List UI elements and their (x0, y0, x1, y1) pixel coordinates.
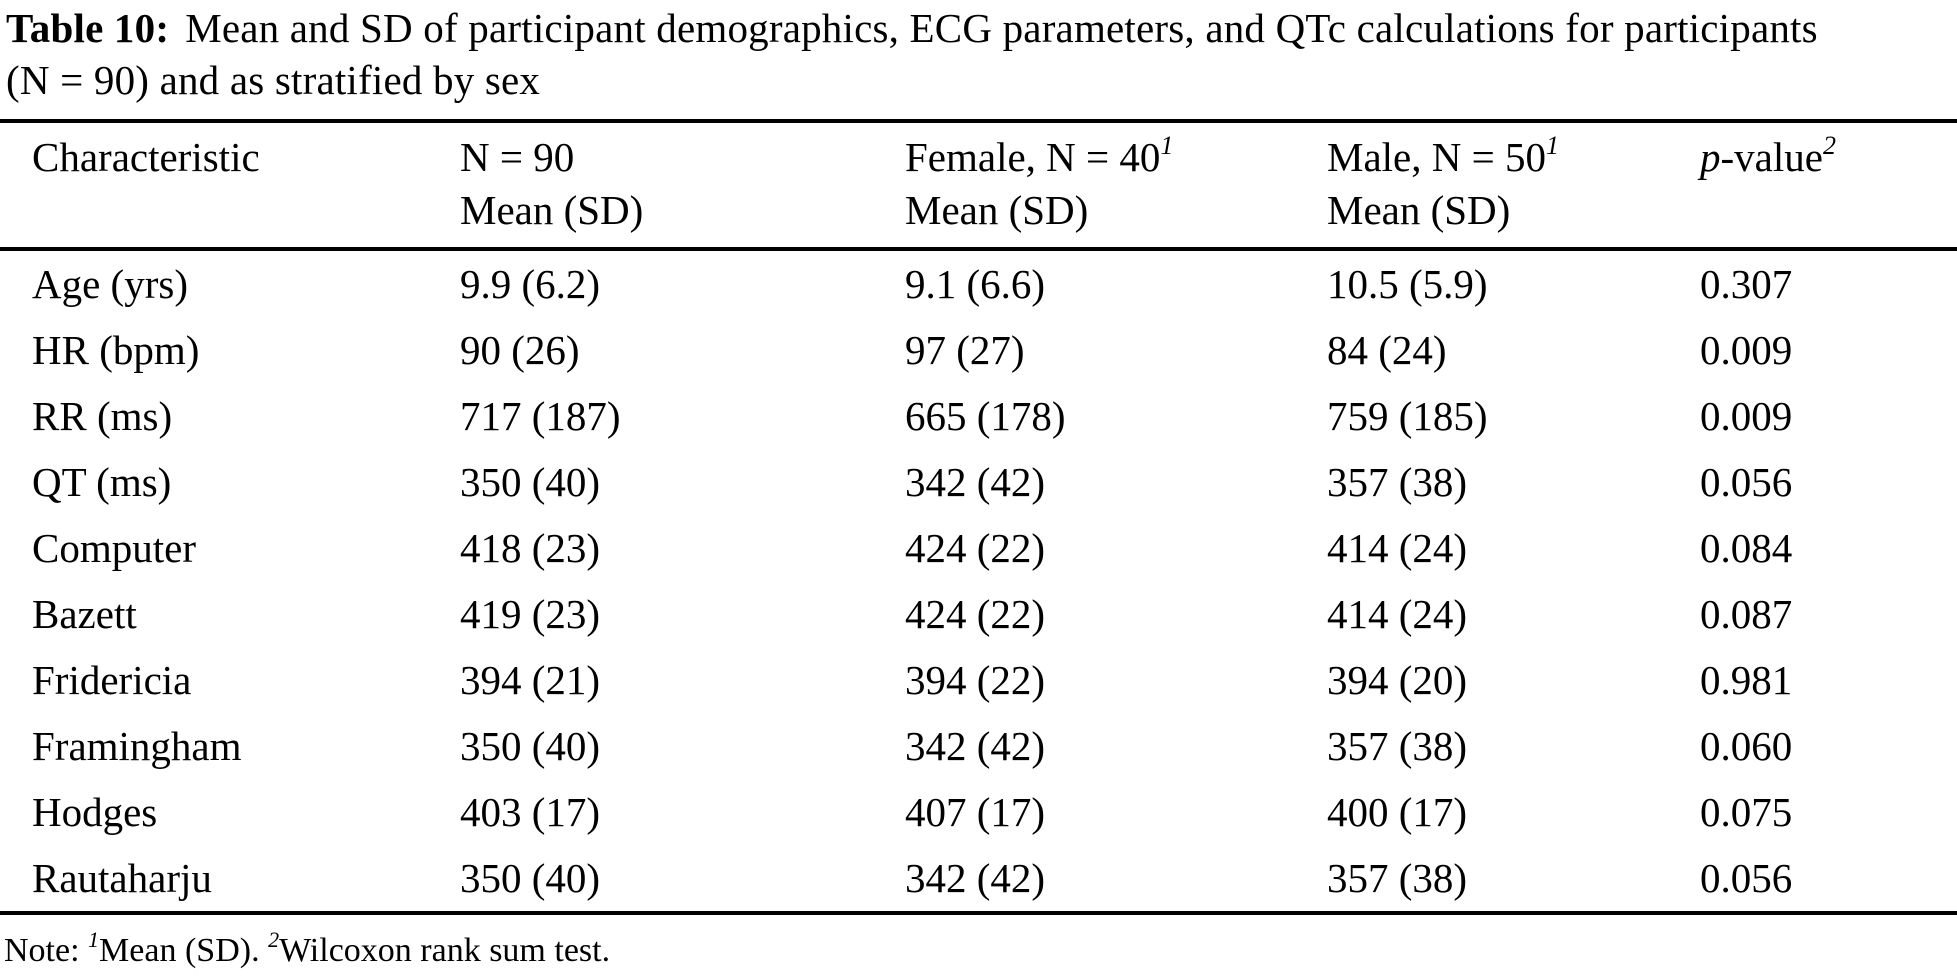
table-row: Rautaharju 350 (40) 342 (42) 357 (38) 0.… (0, 845, 1957, 913)
cell-female: 9.1 (6.6) (905, 261, 1046, 307)
column-header-characteristic: Characteristic (0, 121, 460, 251)
table-row: Framingham 350 (40) 342 (42) 357 (38) 0.… (0, 713, 1957, 779)
cell-pvalue: 0.056 (1700, 855, 1793, 901)
cell-pvalue: 0.981 (1700, 657, 1793, 703)
column-header-female: Female, N = 401 Mean (SD) (905, 121, 1327, 251)
table-row: RR (ms) 717 (187) 665 (178) 759 (185) 0.… (0, 383, 1957, 449)
cell-overall: 90 (26) (460, 327, 580, 373)
cell-female: 342 (42) (905, 855, 1046, 901)
footnote-marker-1: 1 (1160, 131, 1174, 161)
table-caption: Table 10: Mean and SD of participant demo… (6, 2, 1957, 106)
cell-female: 407 (17) (905, 789, 1046, 835)
table-caption-text-line1: Mean and SD of participant demographics,… (185, 5, 1818, 51)
cell-characteristic: Fridericia (32, 657, 192, 703)
table-row: Computer 418 (23) 424 (22) 414 (24) 0.08… (0, 515, 1957, 581)
table-caption-label: Table 10: (6, 5, 170, 51)
table-caption-text-line2: (N = 90) and as stratified by sex (6, 57, 541, 103)
cell-characteristic: RR (ms) (32, 393, 173, 439)
cell-pvalue: 0.087 (1700, 591, 1793, 637)
table-row: Hodges 403 (17) 407 (17) 400 (17) 0.075 (0, 779, 1957, 845)
cell-pvalue: 0.009 (1700, 327, 1793, 373)
cell-pvalue: 0.307 (1700, 261, 1793, 307)
cell-overall: 403 (17) (460, 789, 601, 835)
table-row: QT (ms) 350 (40) 342 (42) 357 (38) 0.056 (0, 449, 1957, 515)
cell-overall: 350 (40) (460, 459, 601, 505)
cell-characteristic: HR (bpm) (32, 327, 200, 373)
cell-male: 400 (17) (1327, 789, 1468, 835)
cell-pvalue: 0.056 (1700, 459, 1793, 505)
cell-characteristic: Computer (32, 525, 196, 571)
table-row: Fridericia 394 (21) 394 (22) 394 (20) 0.… (0, 647, 1957, 713)
cell-overall: 394 (21) (460, 657, 601, 703)
table-row: HR (bpm) 90 (26) 97 (27) 84 (24) 0.009 (0, 317, 1957, 383)
cell-male: 414 (24) (1327, 525, 1468, 571)
column-header-male: Male, N = 501 Mean (SD) (1327, 121, 1700, 251)
cell-male: 357 (38) (1327, 723, 1468, 769)
table-footnote: Note: 1Mean (SD). 2Wilcoxon rank sum tes… (4, 926, 1957, 973)
cell-male: 357 (38) (1327, 855, 1468, 901)
footnote-marker-2: 2 (1822, 131, 1836, 161)
footnote-text-1: Mean (SD). (99, 932, 269, 969)
footnote-text-2: Wilcoxon rank sum test. (279, 932, 611, 969)
cell-female: 394 (22) (905, 657, 1046, 703)
cell-female: 424 (22) (905, 591, 1046, 637)
footnote-marker-1: 1 (88, 926, 100, 952)
cell-male: 84 (24) (1327, 327, 1447, 373)
cell-male: 414 (24) (1327, 591, 1468, 637)
footnote-marker-2: 2 (268, 926, 280, 952)
cell-pvalue: 0.060 (1700, 723, 1793, 769)
table-row: Age (yrs) 9.9 (6.2) 9.1 (6.6) 10.5 (5.9)… (0, 249, 1957, 317)
cell-overall: 418 (23) (460, 525, 601, 571)
cell-pvalue: 0.084 (1700, 525, 1793, 571)
cell-male: 759 (185) (1327, 393, 1488, 439)
cell-overall: 350 (40) (460, 723, 601, 769)
column-header-overall: N = 90 Mean (SD) (460, 121, 905, 251)
header-row: Characteristic N = 90 Mean (SD) Female, N… (0, 121, 1957, 251)
cell-male: 357 (38) (1327, 459, 1468, 505)
cell-characteristic: QT (ms) (32, 459, 172, 505)
cell-overall: 717 (187) (460, 393, 621, 439)
cell-overall: 419 (23) (460, 591, 601, 637)
cell-female: 424 (22) (905, 525, 1046, 571)
table-row: Bazett 419 (23) 424 (22) 414 (24) 0.087 (0, 581, 1957, 647)
cell-overall: 350 (40) (460, 855, 601, 901)
cell-male: 10.5 (5.9) (1327, 261, 1488, 307)
cell-female: 665 (178) (905, 393, 1066, 439)
cell-female: 97 (27) (905, 327, 1025, 373)
footnote-marker-1: 1 (1545, 131, 1559, 161)
cell-female: 342 (42) (905, 723, 1046, 769)
cell-male: 394 (20) (1327, 657, 1468, 703)
cell-female: 342 (42) (905, 459, 1046, 505)
demographics-table: Characteristic N = 90 Mean (SD) Female, N… (0, 119, 1957, 915)
column-header-pvalue: p-value2 (1700, 121, 1957, 251)
cell-characteristic: Rautaharju (32, 855, 212, 901)
cell-characteristic: Bazett (32, 591, 137, 637)
cell-characteristic: Hodges (32, 789, 158, 835)
cell-overall: 9.9 (6.2) (460, 261, 601, 307)
cell-characteristic: Framingham (32, 723, 242, 769)
cell-pvalue: 0.009 (1700, 393, 1793, 439)
cell-characteristic: Age (yrs) (32, 261, 188, 307)
cell-pvalue: 0.075 (1700, 789, 1793, 835)
footnote-prefix: Note: (4, 932, 89, 969)
